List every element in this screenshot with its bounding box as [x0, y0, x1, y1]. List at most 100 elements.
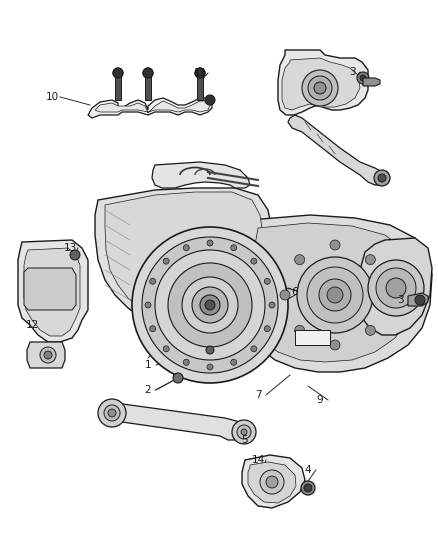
Circle shape	[195, 68, 205, 78]
Text: 9: 9	[317, 395, 323, 405]
Circle shape	[237, 425, 251, 439]
Circle shape	[205, 95, 215, 105]
Polygon shape	[288, 115, 385, 185]
Polygon shape	[18, 240, 88, 342]
Circle shape	[163, 346, 169, 352]
Polygon shape	[197, 73, 203, 100]
Circle shape	[192, 287, 228, 323]
Text: 14: 14	[251, 455, 265, 465]
Circle shape	[205, 300, 215, 310]
Circle shape	[145, 302, 151, 308]
Text: 2: 2	[145, 385, 151, 395]
Polygon shape	[152, 162, 250, 188]
Circle shape	[150, 326, 156, 332]
Text: 6: 6	[292, 287, 298, 297]
Circle shape	[374, 170, 390, 186]
Polygon shape	[360, 238, 432, 335]
Text: 12: 12	[25, 320, 39, 330]
Text: 4: 4	[305, 465, 311, 475]
Circle shape	[269, 302, 275, 308]
Circle shape	[168, 263, 252, 347]
Circle shape	[297, 257, 373, 333]
Circle shape	[98, 399, 126, 427]
Polygon shape	[252, 223, 415, 362]
Text: 10: 10	[46, 92, 59, 102]
Text: 11: 11	[193, 68, 207, 78]
Circle shape	[241, 429, 247, 435]
Circle shape	[295, 255, 305, 265]
Text: 7: 7	[254, 390, 261, 400]
Circle shape	[251, 346, 257, 352]
Circle shape	[207, 364, 213, 370]
Circle shape	[304, 484, 312, 492]
Text: 1: 1	[145, 360, 151, 370]
Polygon shape	[363, 78, 380, 86]
Circle shape	[319, 279, 351, 311]
Polygon shape	[24, 268, 76, 310]
Circle shape	[308, 76, 332, 100]
Circle shape	[207, 240, 213, 246]
Polygon shape	[242, 215, 432, 372]
Circle shape	[330, 240, 340, 250]
Circle shape	[44, 351, 52, 359]
Circle shape	[40, 347, 56, 363]
Circle shape	[104, 405, 120, 421]
Circle shape	[357, 72, 369, 84]
Text: 13: 13	[64, 243, 77, 253]
Polygon shape	[115, 73, 121, 100]
Polygon shape	[103, 402, 248, 440]
Polygon shape	[278, 50, 368, 115]
Polygon shape	[242, 455, 305, 508]
Circle shape	[200, 295, 220, 315]
Circle shape	[231, 359, 237, 365]
Circle shape	[380, 290, 390, 300]
Circle shape	[301, 481, 315, 495]
Circle shape	[143, 68, 153, 78]
Circle shape	[143, 68, 153, 78]
Text: 3: 3	[349, 67, 355, 77]
Circle shape	[378, 174, 386, 182]
Circle shape	[142, 237, 278, 373]
Circle shape	[113, 68, 123, 78]
Circle shape	[195, 68, 205, 78]
Polygon shape	[282, 58, 360, 110]
Polygon shape	[27, 342, 65, 368]
Polygon shape	[408, 293, 428, 306]
Circle shape	[150, 278, 156, 284]
Circle shape	[376, 268, 416, 308]
Polygon shape	[105, 192, 263, 320]
Polygon shape	[145, 73, 151, 100]
Circle shape	[182, 277, 238, 333]
Circle shape	[183, 245, 189, 251]
Circle shape	[206, 346, 214, 354]
Circle shape	[386, 278, 406, 298]
Circle shape	[132, 227, 288, 383]
Circle shape	[173, 373, 183, 383]
Circle shape	[314, 82, 326, 94]
Circle shape	[264, 326, 270, 332]
Circle shape	[307, 267, 363, 323]
Circle shape	[113, 68, 123, 78]
Circle shape	[327, 287, 343, 303]
Circle shape	[155, 250, 265, 360]
Polygon shape	[295, 330, 330, 345]
Circle shape	[183, 359, 189, 365]
Text: 3: 3	[397, 295, 403, 305]
Circle shape	[108, 409, 116, 417]
Circle shape	[231, 245, 237, 251]
Circle shape	[302, 70, 338, 106]
Circle shape	[266, 476, 278, 488]
Circle shape	[360, 75, 366, 81]
Polygon shape	[88, 98, 212, 118]
Circle shape	[232, 420, 256, 444]
Circle shape	[365, 325, 375, 335]
Circle shape	[70, 250, 80, 260]
Circle shape	[415, 295, 425, 305]
Circle shape	[330, 340, 340, 350]
Circle shape	[365, 255, 375, 265]
Circle shape	[260, 470, 284, 494]
Circle shape	[264, 278, 270, 284]
Polygon shape	[24, 248, 80, 336]
Circle shape	[295, 325, 305, 335]
Polygon shape	[95, 188, 272, 328]
